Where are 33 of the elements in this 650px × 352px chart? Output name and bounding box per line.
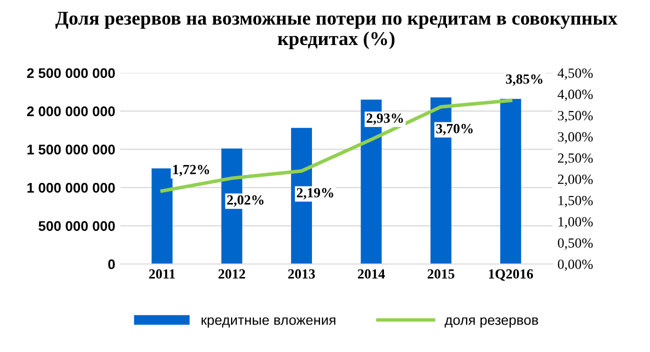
chart-title: Доля резервов на возможные потери по кредитам в совокупных кредитах (%) bbox=[55, 12, 618, 50]
bar bbox=[152, 168, 173, 264]
data-label: 2,19% bbox=[296, 188, 334, 200]
legend-label: кредитные вложения bbox=[202, 317, 336, 328]
x-tick-label: 1Q2016 bbox=[489, 269, 534, 281]
y-tick-label: 0 bbox=[108, 259, 115, 270]
x-tick-label: 2014 bbox=[358, 269, 385, 279]
y2-tick-label: 3,50% bbox=[558, 110, 593, 122]
x-tick-label: 2013 bbox=[288, 269, 315, 279]
bar bbox=[500, 98, 522, 264]
y-tick-label: 500 000 000 bbox=[38, 221, 115, 231]
x-tick-label: 2011 bbox=[149, 269, 175, 279]
y2-tick-label: 0,50% bbox=[558, 238, 593, 250]
y-tick-label: 2 000 000 000 bbox=[27, 106, 115, 116]
data-label: 1,72% bbox=[173, 164, 210, 176]
x-tick-label: 2012 bbox=[218, 269, 246, 279]
legend-label: доля резервов bbox=[444, 317, 538, 328]
y2-tick-label: 3,00% bbox=[558, 132, 593, 144]
x-tick-label: 2015 bbox=[428, 269, 454, 279]
y2-tick-label: 1,50% bbox=[558, 196, 593, 208]
data-label: 3,70% bbox=[436, 124, 473, 136]
y2-tick-label: 4,00% bbox=[558, 90, 593, 102]
y-tick-label: 1 500 000 000 bbox=[27, 144, 115, 154]
data-label: 2,02% bbox=[227, 195, 264, 207]
y2-tick-label: 1,00% bbox=[558, 217, 593, 228]
data-label: 2,93% bbox=[366, 113, 403, 125]
y2-tick-label: 2,00% bbox=[558, 174, 593, 186]
data-label: 3,85% bbox=[506, 74, 542, 86]
y2-tick-label: 4,50% bbox=[558, 68, 593, 80]
y-tick-label: 1 000 000 000 bbox=[27, 182, 115, 193]
y2-tick-label: 0,00% bbox=[558, 260, 593, 271]
y-tick-label: 2 500 000 000 bbox=[27, 68, 115, 78]
y2-tick-label: 2,50% bbox=[558, 153, 593, 165]
